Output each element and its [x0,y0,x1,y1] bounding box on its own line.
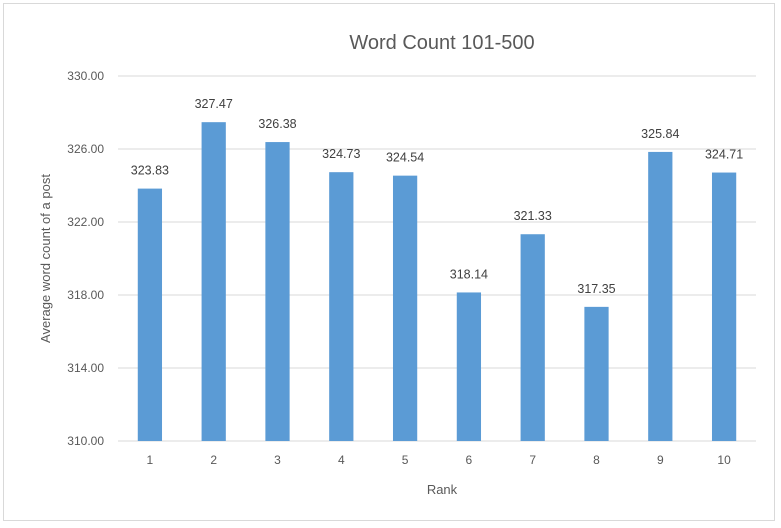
data-label: 324.54 [386,151,424,165]
data-label: 321.33 [514,209,552,223]
bar [520,234,545,441]
data-labels: 323.83 327.47 326.38 324.73 324.54 318.14 321.… [131,97,743,296]
data-label: 324.71 [705,148,743,162]
data-label: 318.14 [450,267,488,281]
chart-title: Word Count 101-500 [349,32,534,54]
bar [265,142,290,441]
data-label: 327.47 [195,97,233,111]
x-tick-label: 5 [402,453,409,467]
x-tick-label: 10 [717,453,731,467]
data-label: 323.83 [131,164,169,178]
x-tick-labels: 1 2 3 4 5 6 7 8 9 10 [147,453,732,467]
y-tick-label: 330.00 [67,69,104,83]
y-axis-title: Average word count of a post [38,174,53,343]
x-axis-title: Rank [427,482,458,497]
x-tick-label: 8 [593,453,600,467]
bars [137,122,737,442]
x-tick-label: 6 [466,453,473,467]
data-label: 324.73 [322,147,360,161]
x-tick-label: 3 [274,453,281,467]
x-tick-label: 9 [657,453,664,467]
y-tick-label: 310.00 [67,434,104,448]
x-tick-label: 2 [210,453,217,467]
bar [648,151,673,442]
x-tick-label: 1 [147,453,154,467]
bar [456,292,482,441]
bar [584,306,609,441]
bar [137,188,163,441]
x-tick-label: 4 [338,453,345,467]
data-label: 325.84 [641,127,679,141]
y-tick-label: 322.00 [67,215,104,229]
bar [392,175,418,441]
y-tick-labels: 310.00 314.00 318.00 322.00 326.00 330.00 [67,69,104,448]
chart-frame [3,3,775,521]
y-tick-label: 314.00 [67,361,104,375]
data-label: 317.35 [577,282,615,296]
y-tick-label: 318.00 [67,288,104,302]
bar [329,172,354,442]
y-tick-label: 326.00 [67,142,104,156]
data-label: 326.38 [258,117,296,131]
x-tick-label: 7 [529,453,536,467]
bar [201,122,226,442]
bar [711,172,737,442]
